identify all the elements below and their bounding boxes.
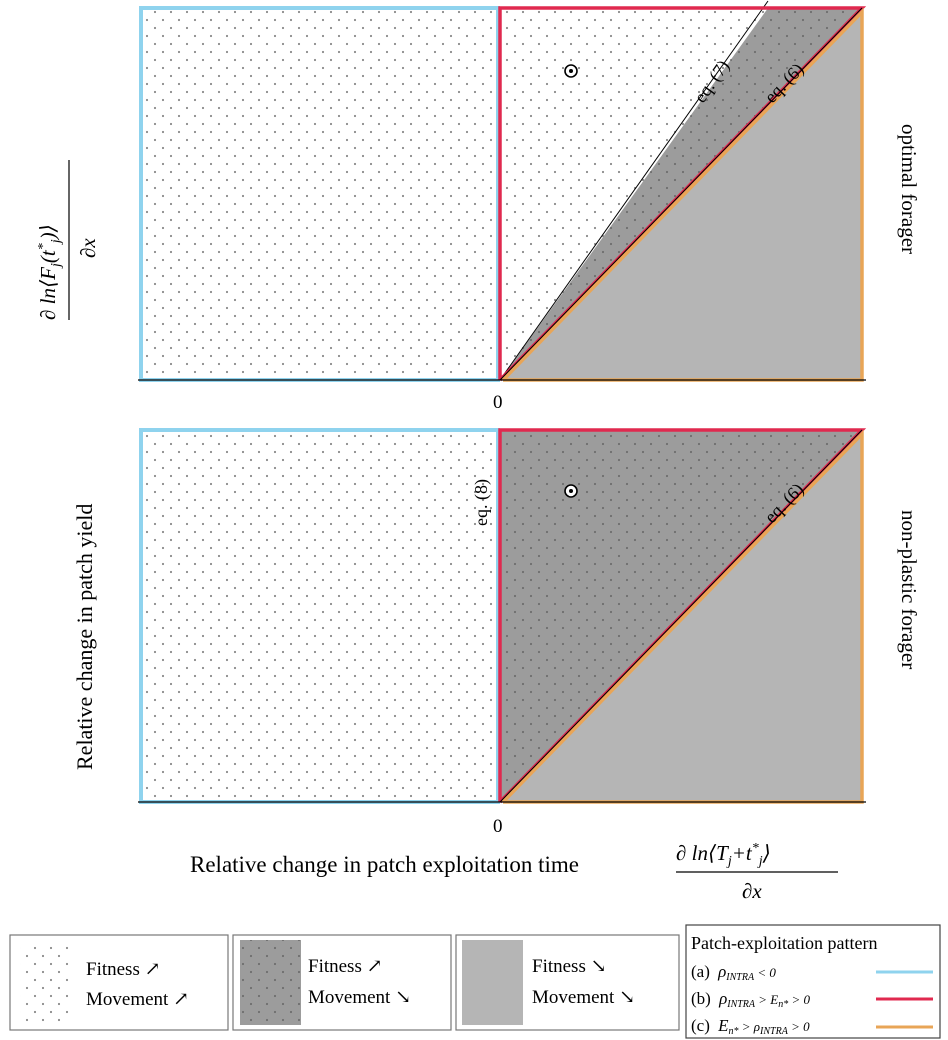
bottom-eq8-label: eq. (8): [471, 479, 492, 526]
legend-swatch-solid: [462, 940, 523, 1025]
top-left-region: [139, 6, 500, 382]
legend-1-movement: Movement ↗: [86, 989, 189, 1010]
x-math-numer: ∂ ln⟨T: [676, 841, 729, 865]
bottom-panel: eq. (8) eq. (6) non-plastic forager 0: [138, 428, 921, 837]
legend-swatch-dark-dotted: [240, 940, 301, 1025]
x-math-sub2: j: [757, 854, 763, 869]
legend-box-2: Fitness ↗ Movement ↘: [232, 934, 452, 1031]
legend-3-fitness: Fitness ↘: [532, 956, 607, 977]
x-axis-math: ∂ ln⟨Tj+t*j⟩ ∂x: [676, 841, 838, 903]
legend-2-movement: Movement ↘: [308, 987, 411, 1008]
pattern-a: (a) ρINTRA < 0: [691, 962, 776, 983]
y-math-sup: *: [36, 243, 51, 250]
legend-box-1: Fitness ↗ Movement ↗: [9, 934, 229, 1031]
x-math-sup: *: [752, 841, 759, 856]
x-math-sub: j: [726, 854, 732, 869]
top-side-label: optimal forager: [897, 124, 921, 254]
y-math-paren: (t: [36, 249, 60, 263]
x-math-denom: ∂x: [742, 879, 762, 903]
top-eq7-line: [499, 0, 769, 381]
y-math-close: )⟩: [36, 224, 60, 240]
top-eq6-line: [499, 7, 863, 381]
bottom-target-marker: [564, 484, 578, 498]
y-math-sub: j: [49, 263, 64, 269]
legend-box-3: Fitness ↘ Movement ↘: [455, 934, 680, 1031]
bottom-left-region: [139, 428, 500, 804]
y-axis-label: Relative change in patch yield: [72, 504, 97, 770]
legend-3-movement: Movement ↘: [532, 987, 635, 1008]
bottom-origin-label: 0: [493, 816, 503, 837]
svg-text:∂ ln⟨Fj(t*j)⟩: ∂ ln⟨Fj(t*j)⟩: [36, 224, 64, 320]
svg-text:∂ ln⟨Tj+t*j⟩: ∂ ln⟨Tj+t*j⟩: [676, 841, 771, 869]
y-axis-math: ∂ ln⟨Fj(t*j)⟩ ∂x: [36, 160, 100, 320]
bottom-eq6-line: [499, 429, 863, 803]
legend-1-fitness: Fitness ↗: [86, 959, 161, 980]
pattern-c: (c) En* > ρINTRA > 0: [691, 1016, 810, 1037]
pattern-legend-title: Patch-exploitation pattern: [691, 933, 877, 953]
pattern-legend: Patch-exploitation pattern (a) ρINTRA < …: [685, 924, 941, 1039]
x-axis-label: Relative change in patch exploitation ti…: [190, 852, 579, 877]
top-panel: eq. (7) eq. (6) optimal forager 0: [138, 0, 921, 413]
bottom-side-label: non-plastic forager: [897, 510, 921, 669]
y-math-numer: ∂ ln⟨F: [36, 267, 60, 320]
y-math-denom: ∂x: [76, 238, 100, 258]
legend-2-fitness: Fitness ↗: [308, 956, 383, 977]
top-target-marker: [564, 64, 578, 78]
x-math-close: ⟩: [762, 841, 771, 865]
y-math-sub2: j: [49, 239, 64, 245]
legend-swatch-dotted: [20, 943, 72, 1023]
pattern-b: (b) ρINTRA > En* > 0: [691, 989, 811, 1010]
top-origin-label: 0: [493, 392, 503, 413]
x-math-plus: +t: [732, 841, 753, 865]
